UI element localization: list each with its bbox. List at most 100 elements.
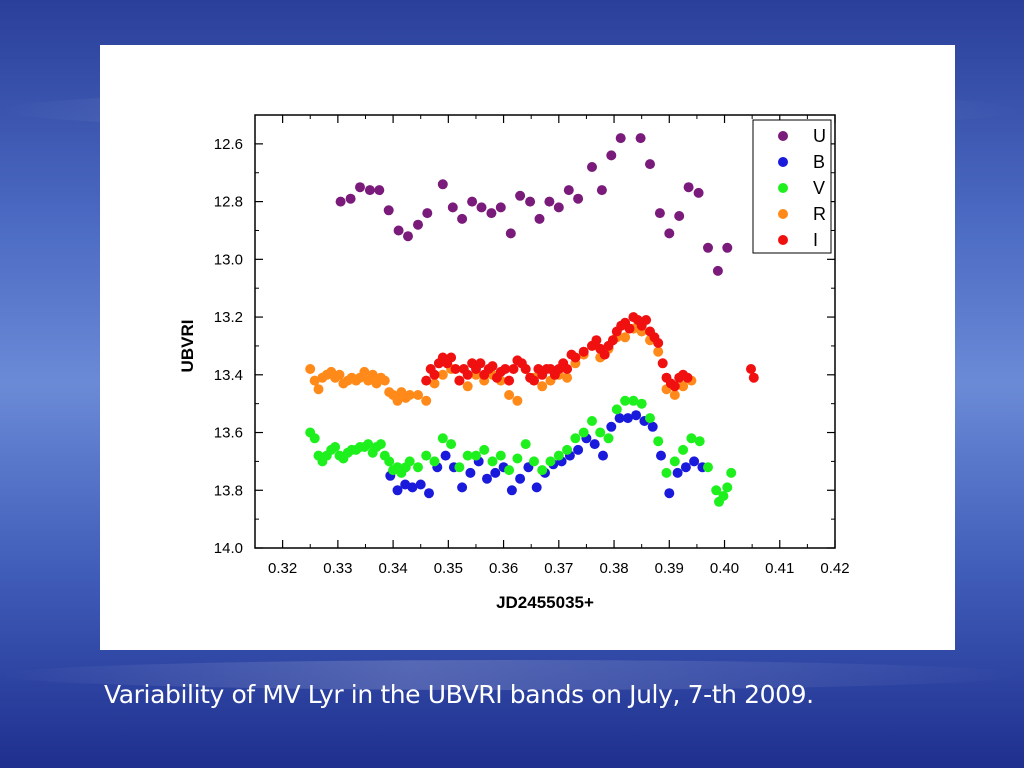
- data-point-u: [383, 205, 394, 216]
- data-point-b: [415, 479, 426, 490]
- x-tick-label: 0.32: [268, 560, 297, 577]
- data-point-b: [672, 467, 683, 478]
- data-point-u: [563, 185, 574, 196]
- data-point-i: [570, 352, 581, 363]
- data-point-i: [421, 375, 432, 386]
- data-point-b: [647, 421, 658, 432]
- legend-marker-u: [778, 131, 788, 141]
- data-point-b: [614, 413, 625, 424]
- data-point-u: [703, 242, 713, 253]
- data-point-u: [364, 185, 375, 196]
- data-point-b: [407, 482, 418, 493]
- x-tick-label: 0.36: [489, 560, 518, 577]
- data-point-i: [578, 346, 589, 357]
- x-tick-label: 0.41: [765, 560, 794, 577]
- data-point-u: [403, 231, 413, 242]
- series-r: [305, 323, 697, 406]
- data-point-u: [573, 193, 584, 204]
- data-point-u: [515, 190, 526, 201]
- data-point-i: [562, 364, 573, 374]
- data-point-r: [305, 364, 316, 374]
- data-point-b: [482, 473, 492, 484]
- data-point-u: [505, 228, 516, 239]
- data-point-i: [475, 358, 486, 369]
- axes: 0.32 0.33 0.34 0.35 0.36 0.37 0.38 0.39 0.40 0.41…: [214, 114, 850, 577]
- data-point-u: [345, 193, 356, 204]
- data-point-r: [379, 375, 390, 386]
- x-tick-label: 0.39: [655, 560, 684, 577]
- data-point-v: [471, 450, 481, 461]
- data-point-u: [495, 202, 506, 213]
- data-point-i: [454, 375, 465, 386]
- series-i: [421, 312, 759, 392]
- data-point-u: [654, 208, 665, 219]
- y-tick-label: 12.6: [214, 136, 243, 153]
- data-point-r: [313, 384, 324, 395]
- data-point-u: [606, 150, 617, 161]
- data-point-r: [413, 390, 423, 400]
- data-point-v: [661, 467, 672, 478]
- data-point-i: [520, 364, 531, 374]
- y-axis-label: UBVRI: [178, 320, 197, 373]
- data-point-u: [674, 211, 685, 221]
- data-point-v: [620, 395, 631, 406]
- data-point-r: [562, 372, 573, 383]
- data-point-r: [367, 369, 378, 380]
- data-point-i: [653, 338, 664, 348]
- y-tick-label: 13.6: [214, 425, 243, 442]
- data-point-b: [515, 473, 526, 484]
- data-point-r: [392, 395, 403, 406]
- data-point-u: [447, 202, 458, 213]
- legend-label-u: U: [813, 126, 826, 146]
- data-point-v: [330, 442, 341, 452]
- data-point-i: [529, 375, 539, 386]
- data-point-v: [628, 395, 639, 406]
- x-tick-label: 0.35: [434, 560, 463, 577]
- legend-marker-i: [778, 235, 788, 245]
- data-point-v: [404, 456, 415, 467]
- legend-marker-b: [778, 157, 788, 167]
- data-point-b: [631, 410, 642, 421]
- data-point-b: [573, 444, 584, 455]
- data-point-u: [437, 179, 448, 190]
- data-point-b: [606, 421, 617, 432]
- data-point-r: [421, 395, 432, 406]
- data-point-b: [598, 450, 608, 461]
- data-point-u: [645, 159, 655, 170]
- data-point-i: [429, 369, 440, 380]
- data-point-b: [392, 485, 403, 496]
- data-point-v: [603, 433, 614, 444]
- data-point-v: [487, 456, 498, 467]
- data-point-u: [534, 213, 545, 224]
- data-point-b: [689, 456, 700, 467]
- data-point-u: [467, 196, 478, 207]
- data-point-b: [589, 439, 600, 450]
- y-tick-label: 13.4: [214, 367, 243, 384]
- slide-caption: Variability of MV Lyr in the UBVRI bands…: [104, 680, 814, 709]
- data-point-b: [680, 462, 691, 473]
- data-point-v: [520, 439, 531, 450]
- data-point-i: [746, 364, 756, 374]
- data-point-v: [653, 436, 664, 447]
- data-point-u: [413, 219, 423, 230]
- data-point-v: [587, 416, 597, 426]
- legend-label-i: I: [813, 230, 818, 250]
- data-point-u: [635, 133, 646, 144]
- data-point-u: [393, 225, 404, 236]
- data-point-i: [508, 364, 519, 374]
- data-point-i: [446, 352, 457, 363]
- data-point-v: [537, 465, 548, 476]
- legend-marker-r: [778, 209, 788, 219]
- data-point-i: [500, 364, 511, 374]
- data-point-i: [748, 372, 759, 383]
- data-point-r: [537, 381, 548, 392]
- data-points: [305, 133, 759, 507]
- data-point-i: [450, 364, 461, 374]
- data-point-v: [462, 450, 473, 461]
- chart-panel: 0.32 0.33 0.34 0.35 0.36 0.37 0.38 0.39 0.40 0.41…: [100, 45, 955, 650]
- data-point-r: [334, 369, 345, 380]
- legend-label-v: V: [813, 178, 825, 198]
- data-point-v: [545, 456, 556, 467]
- data-point-b: [506, 485, 517, 496]
- data-point-v: [686, 433, 697, 444]
